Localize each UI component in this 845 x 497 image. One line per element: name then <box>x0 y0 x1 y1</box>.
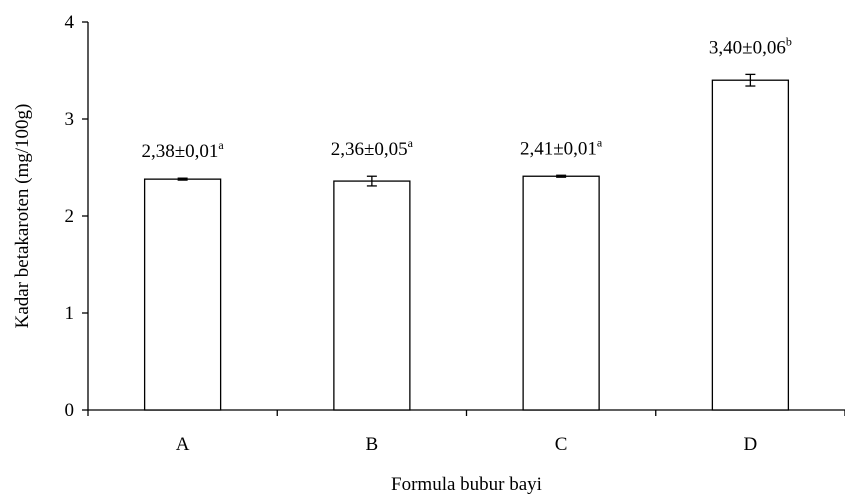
data-label-a: 2,38±0,01a <box>141 138 224 162</box>
y-tick-label: 3 <box>65 109 75 130</box>
data-label-c: 2,41±0,01a <box>520 135 603 159</box>
labels: 2,38±0,01a 2,36±0,05a 2,41±0,01a 3,40±0,06b <box>141 34 791 162</box>
data-label-b: 2,36±0,05a <box>331 136 414 160</box>
bar-d <box>711 79 790 411</box>
y-tick-label: 0 <box>65 400 75 421</box>
bar-a <box>143 178 222 411</box>
bar-c <box>522 175 600 411</box>
y-tick-label: 2 <box>65 206 75 227</box>
y-axis-title: Kadar betakaroten (mg/100g) <box>12 104 33 329</box>
bars <box>143 73 790 411</box>
y-tick-label: 1 <box>65 303 75 324</box>
x-tick-label-c: C <box>555 434 568 455</box>
data-label-d: 3,40±0,06b <box>709 34 792 58</box>
x-tick-label-b: B <box>366 434 379 455</box>
x-tick-label-a: A <box>176 434 190 455</box>
x-axis-title: Formula bubur bayi <box>391 474 542 495</box>
x-tick-label-d: D <box>744 434 758 455</box>
bar-b <box>333 180 411 411</box>
y-tick-label: 4 <box>65 12 75 33</box>
